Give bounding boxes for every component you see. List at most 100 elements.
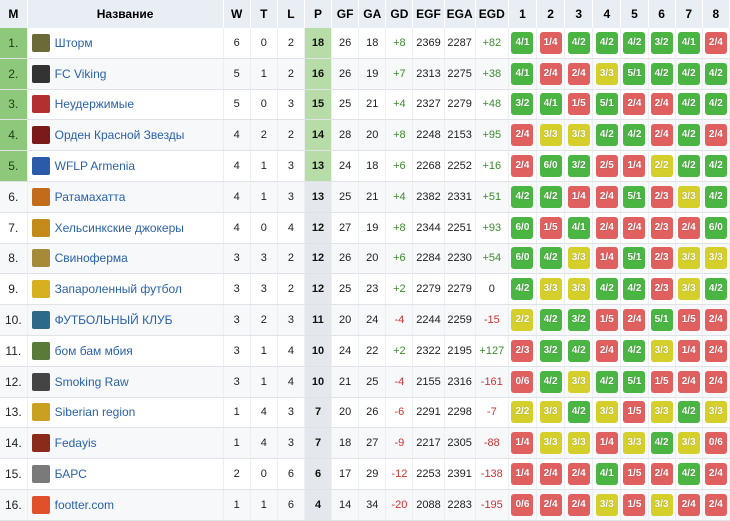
match-result-badge[interactable]: 3/3 xyxy=(623,432,646,455)
match-result-badge[interactable]: 2/4 xyxy=(704,463,727,486)
match-result-badge[interactable]: 6/0 xyxy=(539,155,562,178)
match-result-badge[interactable]: 4/2 xyxy=(650,432,673,455)
match-result-badge[interactable]: 2/4 xyxy=(704,493,727,516)
match-result-badge[interactable]: 2/3 xyxy=(511,339,534,362)
match-result-badge[interactable]: 3/3 xyxy=(567,247,590,270)
match-result-badge[interactable]: 2/4 xyxy=(677,493,700,516)
team-name-link[interactable]: ФУТБОЛЬНЫЙ КЛУБ xyxy=(54,313,173,328)
match-result-badge[interactable]: 2/4 xyxy=(704,31,727,54)
team-name-link[interactable]: Неудержимые xyxy=(54,97,135,112)
match-result-badge[interactable]: 4/2 xyxy=(567,339,590,362)
match-result-badge[interactable]: 4/2 xyxy=(511,278,534,301)
team-name-link[interactable]: Хельсинкские джокеры xyxy=(54,220,184,235)
match-result-badge[interactable]: 3/2 xyxy=(567,155,590,178)
match-result-badge[interactable]: 1/5 xyxy=(623,463,646,486)
match-result-badge[interactable]: 3/3 xyxy=(677,185,700,208)
match-result-badge[interactable]: 2/3 xyxy=(650,216,673,239)
match-result-badge[interactable]: 2/4 xyxy=(650,124,673,147)
match-result-badge[interactable]: 3/3 xyxy=(595,62,618,85)
match-result-badge[interactable]: 4/2 xyxy=(623,124,646,147)
match-result-badge[interactable]: 4/2 xyxy=(704,185,727,208)
match-result-badge[interactable]: 3/3 xyxy=(539,278,562,301)
match-result-badge[interactable]: 1/5 xyxy=(650,370,673,393)
match-result-badge[interactable]: 1/5 xyxy=(623,493,646,516)
match-result-badge[interactable]: 2/2 xyxy=(511,401,534,424)
match-result-badge[interactable]: 2/4 xyxy=(650,93,673,116)
match-result-badge[interactable]: 5/1 xyxy=(595,93,618,116)
match-result-badge[interactable]: 4/2 xyxy=(595,278,618,301)
match-result-badge[interactable]: 4/2 xyxy=(623,278,646,301)
col-pos-header[interactable]: М xyxy=(0,0,28,28)
match-result-badge[interactable]: 2/4 xyxy=(567,62,590,85)
match-result-badge[interactable]: 3/3 xyxy=(677,278,700,301)
match-result-badge[interactable]: 3/3 xyxy=(650,339,673,362)
match-result-badge[interactable]: 2/4 xyxy=(539,62,562,85)
match-result-badge[interactable]: 1/4 xyxy=(511,432,534,455)
team-name-link[interactable]: бом бам мбия xyxy=(54,343,133,358)
match-result-badge[interactable]: 1/4 xyxy=(677,339,700,362)
match-result-badge[interactable]: 4/2 xyxy=(595,31,618,54)
match-result-badge[interactable]: 4/2 xyxy=(677,401,700,424)
match-result-badge[interactable]: 1/4 xyxy=(595,432,618,455)
match-result-badge[interactable]: 4/2 xyxy=(539,309,562,332)
match-result-badge[interactable]: 4/2 xyxy=(704,93,727,116)
match-result-badge[interactable]: 2/4 xyxy=(650,463,673,486)
col-name-header[interactable]: Название xyxy=(27,0,224,28)
match-result-badge[interactable]: 2/4 xyxy=(595,216,618,239)
match-result-badge[interactable]: 1/4 xyxy=(511,463,534,486)
match-result-badge[interactable]: 4/2 xyxy=(677,155,700,178)
match-result-badge[interactable]: 2/4 xyxy=(704,370,727,393)
match-result-badge[interactable]: 0/6 xyxy=(511,493,534,516)
match-result-badge[interactable]: 2/4 xyxy=(623,309,646,332)
team-name-link[interactable]: Орден Красной Звезды xyxy=(54,128,185,143)
match-result-badge[interactable]: 0/6 xyxy=(511,370,534,393)
team-name-link[interactable]: Fedayis xyxy=(54,436,97,451)
match-result-badge[interactable]: 1/5 xyxy=(567,93,590,116)
match-result-badge[interactable]: 4/2 xyxy=(511,185,534,208)
col-l-header[interactable]: L xyxy=(277,0,305,28)
match-result-badge[interactable]: 4/2 xyxy=(677,93,700,116)
match-result-badge[interactable]: 3/3 xyxy=(539,124,562,147)
match-result-badge[interactable]: 6/0 xyxy=(511,247,534,270)
match-result-badge[interactable]: 3/3 xyxy=(567,124,590,147)
match-result-badge[interactable]: 5/1 xyxy=(650,309,673,332)
match-result-badge[interactable]: 2/4 xyxy=(623,216,646,239)
match-result-badge[interactable]: 3/3 xyxy=(677,432,700,455)
match-result-badge[interactable]: 4/2 xyxy=(677,124,700,147)
match-result-badge[interactable]: 2/4 xyxy=(567,463,590,486)
col-t-header[interactable]: T xyxy=(250,0,278,28)
match-result-badge[interactable]: 4/2 xyxy=(704,278,727,301)
match-result-badge[interactable]: 1/4 xyxy=(539,31,562,54)
match-result-badge[interactable]: 2/4 xyxy=(704,124,727,147)
match-result-badge[interactable]: 4/2 xyxy=(677,463,700,486)
match-result-badge[interactable]: 4/2 xyxy=(567,401,590,424)
match-result-badge[interactable]: 2/3 xyxy=(650,278,673,301)
team-name-link[interactable]: Ратамахатта xyxy=(54,189,126,204)
team-name-link[interactable]: Запароленный футбол xyxy=(54,282,182,297)
match-result-badge[interactable]: 4/1 xyxy=(511,62,534,85)
match-result-badge[interactable]: 6/0 xyxy=(704,216,727,239)
match-result-badge[interactable]: 4/2 xyxy=(595,370,618,393)
match-result-badge[interactable]: 2/4 xyxy=(623,93,646,116)
col-egd-header[interactable]: EGD xyxy=(475,0,509,28)
match-result-badge[interactable]: 4/1 xyxy=(595,463,618,486)
match-result-badge[interactable]: 2/2 xyxy=(650,155,673,178)
match-result-badge[interactable]: 4/2 xyxy=(704,62,727,85)
match-result-badge[interactable]: 2/3 xyxy=(650,247,673,270)
match-result-badge[interactable]: 4/1 xyxy=(677,31,700,54)
match-result-badge[interactable]: 3/3 xyxy=(650,401,673,424)
team-name-link[interactable]: Шторм xyxy=(54,35,93,50)
match-result-badge[interactable]: 1/4 xyxy=(595,247,618,270)
match-result-badge[interactable]: 5/1 xyxy=(623,247,646,270)
match-result-badge[interactable]: 6/0 xyxy=(511,216,534,239)
match-result-badge[interactable]: 4/2 xyxy=(567,31,590,54)
team-name-link[interactable]: footter.com xyxy=(54,497,114,512)
match-result-badge[interactable]: 1/5 xyxy=(623,401,646,424)
team-name-link[interactable]: Smoking Raw xyxy=(54,374,129,389)
match-result-badge[interactable]: 4/2 xyxy=(677,62,700,85)
col-p-header[interactable]: P xyxy=(304,0,333,28)
team-name-link[interactable]: Siberian region xyxy=(54,405,136,420)
match-result-badge[interactable]: 4/2 xyxy=(539,247,562,270)
match-result-badge[interactable]: 0/6 xyxy=(704,432,727,455)
col-gf-header[interactable]: GF xyxy=(331,0,360,28)
